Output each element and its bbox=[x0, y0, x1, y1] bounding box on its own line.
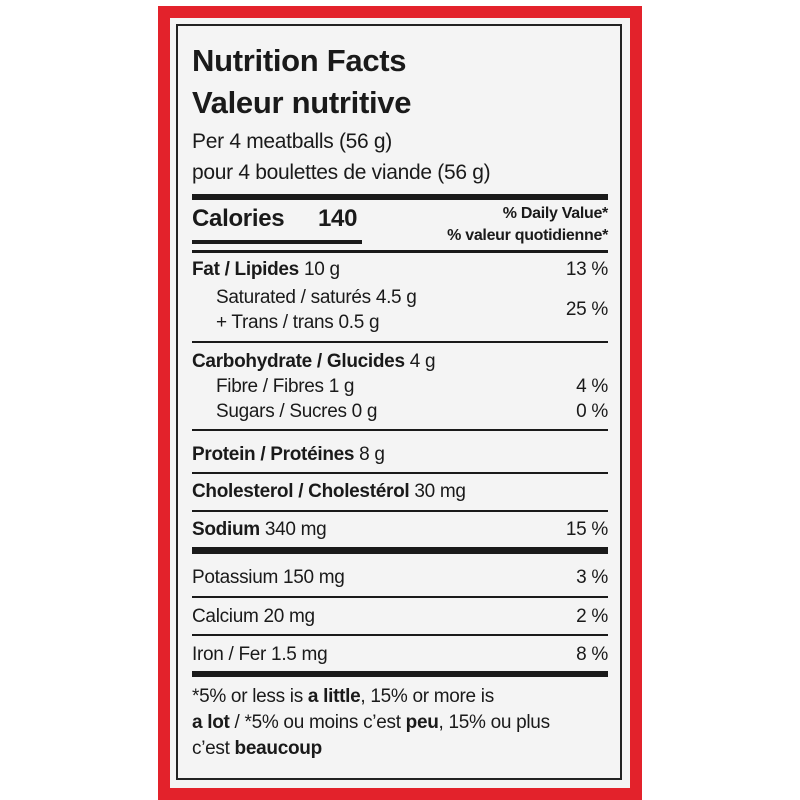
dv-en: % Daily Value* bbox=[502, 205, 609, 222]
calories-label: Calories bbox=[192, 205, 285, 232]
nutrient: Protein / Protéines bbox=[192, 444, 355, 465]
footnote: *5% or less is a little, 15% or more is … bbox=[192, 684, 552, 762]
footnote-bold: beaucoup bbox=[234, 738, 323, 759]
footnote-text: , 15% or more is bbox=[360, 686, 494, 707]
label-box bbox=[176, 24, 622, 780]
rule bbox=[192, 341, 608, 343]
nutrient: Sodium bbox=[192, 519, 260, 540]
title-en: Nutrition Facts bbox=[192, 43, 407, 78]
nutrient: Sugars / Sucres 0 g bbox=[216, 401, 378, 422]
dv: 4 % bbox=[576, 376, 608, 397]
dv: 25 % bbox=[565, 299, 608, 320]
dv: 13 % bbox=[565, 259, 608, 280]
rule bbox=[192, 472, 608, 474]
amount: 10 g bbox=[303, 259, 340, 280]
amount: 8 g bbox=[359, 444, 385, 465]
footnote-bold: peu bbox=[405, 712, 439, 733]
amount: 30 mg bbox=[414, 481, 466, 502]
rule bbox=[192, 194, 608, 200]
dv: 8 % bbox=[576, 644, 608, 665]
rule bbox=[192, 250, 608, 253]
nutrient: + Trans / trans 0.5 g bbox=[216, 312, 380, 333]
amount: 4 g bbox=[409, 351, 436, 372]
footnote-bold: a little bbox=[307, 686, 361, 707]
dv: 3 % bbox=[576, 567, 608, 588]
footnote-text: , 15% ou plus c’est bbox=[192, 712, 550, 759]
dv: 2 % bbox=[576, 606, 608, 627]
dv: 0 % bbox=[576, 401, 608, 422]
row: Sodium 340 mg bbox=[192, 518, 327, 542]
nutrient: Cholesterol / Cholestérol bbox=[192, 481, 410, 502]
rule bbox=[192, 429, 608, 431]
calories-value: 140 bbox=[318, 205, 358, 232]
row: Cholesterol / Cholestérol 30 mg bbox=[192, 480, 466, 504]
rule bbox=[192, 510, 608, 512]
dv-fr: % valeur quotidienne* bbox=[447, 227, 608, 244]
rule bbox=[192, 547, 608, 554]
footnote-text: *5% or less is bbox=[192, 686, 308, 707]
rule bbox=[192, 596, 608, 598]
rule bbox=[192, 240, 362, 244]
nutrient: Potassium 150 mg bbox=[192, 567, 345, 588]
amount: 340 mg bbox=[264, 519, 327, 540]
row: Fat / Lipides 10 g bbox=[192, 258, 340, 282]
dv: 15 % bbox=[565, 519, 608, 540]
nutrient: Carbohydrate / Glucides bbox=[192, 351, 405, 372]
nutrient: Fibre / Fibres 1 g bbox=[216, 376, 355, 397]
serving-en: Per 4 meatballs (56 g) bbox=[192, 130, 392, 153]
rule bbox=[192, 634, 608, 636]
row: Carbohydrate / Glucides 4 g bbox=[192, 350, 436, 374]
red-frame bbox=[158, 6, 642, 800]
nutrient: Saturated / saturés 4.5 g bbox=[216, 287, 417, 308]
nutrient: Calcium 20 mg bbox=[192, 606, 315, 627]
title-fr: Valeur nutritive bbox=[192, 85, 412, 120]
rule bbox=[192, 671, 608, 677]
nutrient: Iron / Fer 1.5 mg bbox=[192, 644, 328, 665]
serving-fr: pour 4 boulettes de viande (56 g) bbox=[192, 161, 491, 184]
row: Protein / Protéines 8 g bbox=[192, 443, 385, 467]
nutrient: Fat / Lipides bbox=[192, 259, 299, 280]
footnote-text: / *5% ou moins c’est bbox=[229, 712, 406, 733]
footnote-bold: a lot bbox=[192, 712, 230, 733]
